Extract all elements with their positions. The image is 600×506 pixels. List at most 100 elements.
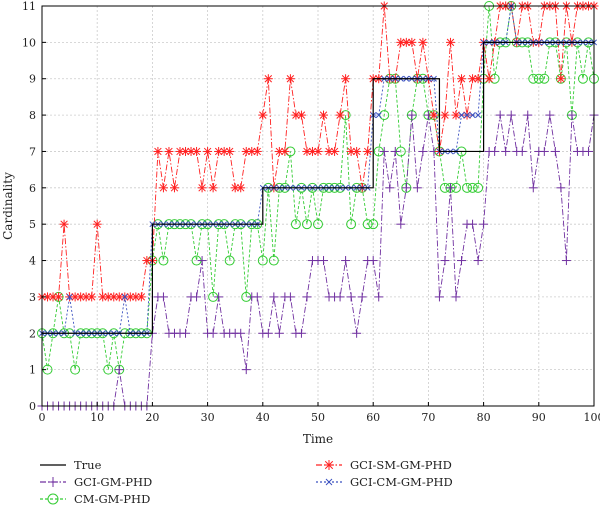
legend-entry: GCI-CM-GM-PHD bbox=[316, 475, 453, 489]
data-point bbox=[495, 110, 505, 120]
data-point bbox=[484, 74, 494, 84]
data-point bbox=[280, 146, 290, 156]
data-point bbox=[181, 146, 191, 156]
series-line bbox=[42, 41, 594, 334]
data-point bbox=[556, 183, 566, 193]
legend-entry: CM-GM-PHD bbox=[40, 492, 150, 506]
data-point bbox=[473, 182, 484, 193]
x-tick-label: 40 bbox=[256, 411, 270, 424]
x-tick-label: 60 bbox=[366, 411, 380, 424]
data-point bbox=[192, 146, 202, 156]
data-point bbox=[257, 255, 268, 266]
data-point bbox=[346, 219, 357, 230]
x-tick-label: 80 bbox=[477, 411, 491, 424]
data-point bbox=[225, 146, 235, 156]
data-point bbox=[464, 112, 471, 119]
data-point bbox=[158, 292, 168, 302]
data-point bbox=[368, 256, 378, 266]
data-point bbox=[473, 256, 483, 266]
data-point bbox=[352, 328, 362, 338]
data-point bbox=[197, 183, 207, 193]
data-point bbox=[374, 292, 384, 302]
data-point bbox=[457, 74, 467, 84]
series-layer bbox=[37, 1, 599, 411]
x-tick-label: 0 bbox=[39, 411, 46, 424]
data-point bbox=[258, 110, 268, 120]
data-point bbox=[252, 292, 262, 302]
data-point bbox=[296, 110, 306, 120]
data-point bbox=[319, 256, 329, 266]
data-point bbox=[236, 328, 246, 338]
data-point bbox=[214, 292, 224, 302]
data-point bbox=[469, 112, 476, 119]
data-point bbox=[539, 146, 549, 156]
data-point bbox=[418, 37, 428, 47]
data-point bbox=[528, 183, 538, 193]
data-point bbox=[539, 73, 550, 84]
data-point bbox=[368, 219, 379, 230]
data-point bbox=[121, 293, 128, 300]
data-point bbox=[533, 73, 544, 84]
x-tick-label: 10 bbox=[90, 411, 104, 424]
legend-label: True bbox=[74, 458, 102, 472]
legend-label: CM-GM-PHD bbox=[74, 492, 150, 506]
x-tick-label: 20 bbox=[145, 411, 159, 424]
data-point bbox=[458, 112, 465, 119]
data-point bbox=[296, 328, 306, 338]
data-point bbox=[236, 183, 246, 193]
legend-label: GCI-CM-GM-PHD bbox=[350, 475, 453, 489]
data-point bbox=[164, 146, 174, 156]
data-point bbox=[362, 219, 373, 230]
data-point bbox=[219, 146, 229, 156]
data-point bbox=[346, 292, 356, 302]
data-point bbox=[268, 255, 279, 266]
data-point bbox=[396, 219, 406, 229]
data-point bbox=[335, 110, 345, 120]
data-point bbox=[475, 112, 482, 119]
grid bbox=[42, 6, 594, 406]
data-point bbox=[66, 293, 73, 300]
y-tick-label: 5 bbox=[29, 218, 36, 231]
data-point bbox=[59, 219, 69, 229]
legend-entry: True bbox=[40, 458, 102, 472]
data-point bbox=[506, 110, 516, 120]
data-point bbox=[577, 73, 588, 84]
data-point bbox=[285, 74, 295, 84]
x-tick-label: 90 bbox=[532, 411, 546, 424]
data-point bbox=[263, 74, 273, 84]
data-point bbox=[341, 256, 351, 266]
data-point bbox=[375, 112, 382, 119]
data-point bbox=[363, 146, 373, 156]
data-point bbox=[313, 219, 323, 230]
data-point bbox=[556, 74, 566, 84]
data-point bbox=[445, 37, 455, 47]
series-line bbox=[41, 5, 595, 370]
data-point bbox=[208, 183, 218, 193]
data-point bbox=[467, 182, 478, 193]
data-point bbox=[319, 110, 329, 120]
x-tick-label: 50 bbox=[311, 411, 325, 424]
data-point bbox=[490, 146, 500, 156]
x-axis-label: Time bbox=[303, 432, 333, 446]
data-point bbox=[567, 110, 577, 120]
legend-label: GCI-SM-GM-PHD bbox=[350, 458, 452, 472]
x-tick-label: 30 bbox=[201, 411, 215, 424]
x-tick-label: 100 bbox=[584, 411, 600, 424]
data-point bbox=[203, 146, 213, 156]
data-point bbox=[517, 146, 527, 156]
data-point bbox=[407, 110, 417, 120]
data-point bbox=[197, 256, 207, 266]
data-point bbox=[401, 183, 411, 193]
data-point bbox=[445, 183, 455, 193]
data-point bbox=[70, 364, 81, 375]
data-point bbox=[418, 146, 428, 156]
data-point bbox=[114, 365, 124, 375]
data-point bbox=[341, 74, 351, 84]
data-point bbox=[136, 292, 146, 302]
data-point bbox=[241, 365, 251, 375]
data-point bbox=[501, 146, 511, 156]
data-point bbox=[352, 146, 362, 156]
y-tick-label: 10 bbox=[22, 36, 36, 49]
data-point bbox=[583, 146, 593, 156]
